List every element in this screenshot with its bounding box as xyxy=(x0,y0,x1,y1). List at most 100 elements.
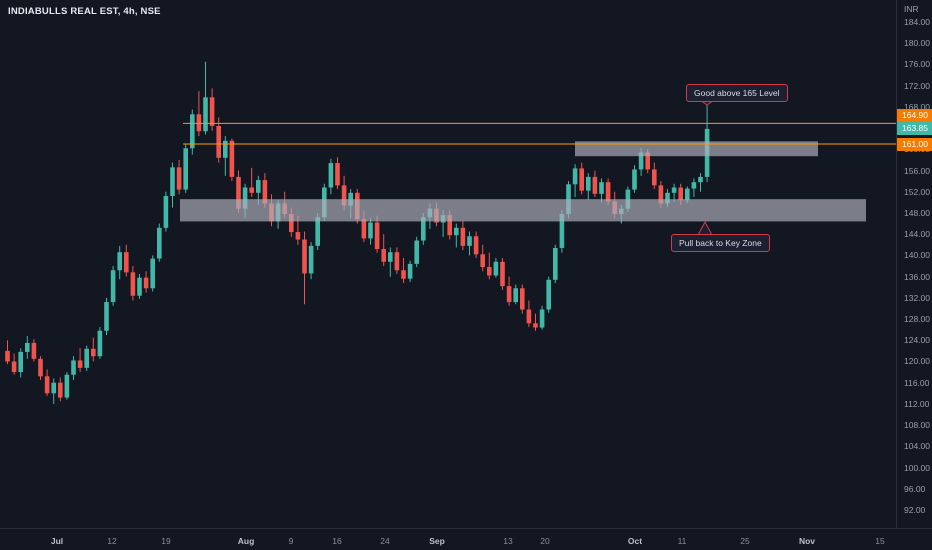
time-axis[interactable]: Jul 12 19 Aug 9 16 24 Sep 13 20 Oct 11 25 Nov 15 xyxy=(0,528,932,550)
candle-body xyxy=(407,263,413,279)
candle-body xyxy=(526,309,532,324)
candle-body xyxy=(592,176,598,194)
candle-body xyxy=(18,351,23,373)
candle-body xyxy=(150,258,155,289)
price-axis[interactable]: INR 184.00180.00176.00172.00168.00164.00… xyxy=(896,0,932,528)
candle-body xyxy=(374,222,380,250)
candle-body xyxy=(586,176,591,191)
time-tick-label: Sep xyxy=(429,536,445,546)
callout-good-above-level[interactable]: Good above 165 Level xyxy=(686,84,788,102)
time-tick-label: 24 xyxy=(380,536,390,546)
candle-body xyxy=(295,232,301,240)
candle-body xyxy=(678,187,683,201)
key-zone-rect[interactable] xyxy=(180,199,866,222)
candle-body xyxy=(256,180,261,193)
candle-body xyxy=(262,180,268,204)
candle-body xyxy=(223,140,228,158)
candle-body xyxy=(638,152,644,170)
candlestick-canvas[interactable] xyxy=(0,0,896,528)
candle-body xyxy=(665,192,670,204)
candle-body xyxy=(685,188,690,201)
candle-body xyxy=(71,360,76,375)
candle-body xyxy=(64,374,70,398)
candle-body xyxy=(124,252,129,273)
symbol-title[interactable]: INDIABULLS REAL EST, 4h, NSE xyxy=(8,6,161,17)
candle-body xyxy=(341,185,347,206)
candle-body xyxy=(163,195,169,228)
candle-body xyxy=(176,167,182,190)
candle-body xyxy=(401,270,406,279)
candle-body xyxy=(104,302,109,331)
price-level-badge: 163.85 xyxy=(897,122,932,136)
candle-body xyxy=(196,114,202,132)
candle-body xyxy=(44,376,50,394)
candle-body xyxy=(381,249,386,262)
price-tick-label: 180.00 xyxy=(904,38,930,49)
candle-body xyxy=(368,222,373,239)
candle-body xyxy=(97,330,103,357)
candle-body xyxy=(388,252,393,262)
price-level-badge: 164.90 xyxy=(897,109,932,123)
time-tick-label: 20 xyxy=(540,536,550,546)
time-tick-label: 19 xyxy=(161,536,171,546)
candle-body xyxy=(460,227,466,246)
price-tick-label: 104.00 xyxy=(904,441,930,452)
candle-body xyxy=(467,236,472,246)
candle-body xyxy=(110,270,116,303)
candle-body xyxy=(170,167,175,196)
candle-body xyxy=(91,348,96,357)
candle-body xyxy=(513,288,518,303)
chart-plot[interactable]: Good above 165 Level Pull back to Key Zo… xyxy=(0,0,896,528)
candle-body xyxy=(143,277,149,289)
price-tick-label: 156.00 xyxy=(904,165,930,176)
price-tick-label: 136.00 xyxy=(904,271,930,282)
supply-zone-rect[interactable] xyxy=(575,141,818,157)
price-level-badge: 161.00 xyxy=(897,137,932,151)
candle-body xyxy=(487,267,492,276)
candle-body xyxy=(454,227,459,236)
price-tick-label: 128.00 xyxy=(904,314,930,325)
candle-body xyxy=(38,358,43,377)
candle-body xyxy=(137,277,142,296)
time-tick-label: 15 xyxy=(875,536,885,546)
candle-body xyxy=(698,176,703,183)
time-tick-label: Aug xyxy=(237,536,255,546)
candle-body xyxy=(130,272,136,296)
time-tick-label: 12 xyxy=(107,536,117,546)
price-tick-label: 172.00 xyxy=(904,80,930,91)
time-tick-label: 16 xyxy=(332,536,342,546)
candle-body xyxy=(632,169,637,190)
price-tick-label: 96.00 xyxy=(904,483,926,494)
currency-label: INR xyxy=(904,4,919,14)
candle-body xyxy=(249,187,254,193)
candle-body xyxy=(652,169,657,186)
candle-body xyxy=(25,342,30,352)
time-tick-label: 9 xyxy=(288,536,294,546)
price-tick-label: 176.00 xyxy=(904,59,930,70)
candle-body xyxy=(658,185,664,204)
candle-body xyxy=(335,163,340,186)
candle-body xyxy=(599,182,604,194)
candle-body xyxy=(572,168,578,185)
candle-body xyxy=(473,236,479,255)
candles-layer xyxy=(5,61,710,404)
price-tick-label: 184.00 xyxy=(904,17,930,27)
price-tick-label: 100.00 xyxy=(904,462,930,473)
candle-body xyxy=(506,286,512,303)
candle-body xyxy=(190,114,195,149)
candle-body xyxy=(361,219,367,239)
candle-body xyxy=(84,348,89,368)
zones-layer xyxy=(180,141,866,222)
candle-body xyxy=(157,227,162,259)
candle-body xyxy=(394,252,400,271)
price-tick-label: 152.00 xyxy=(904,186,930,197)
candle-body xyxy=(216,125,221,158)
candle-body xyxy=(117,252,122,271)
candle-body xyxy=(209,97,215,126)
candle-body xyxy=(559,214,565,248)
time-tick-label: Nov xyxy=(798,536,816,546)
callout-pullback-key-zone[interactable]: Pull back to Key Zone xyxy=(671,234,770,252)
candle-body xyxy=(500,261,505,287)
price-tick-label: 124.00 xyxy=(904,335,930,346)
